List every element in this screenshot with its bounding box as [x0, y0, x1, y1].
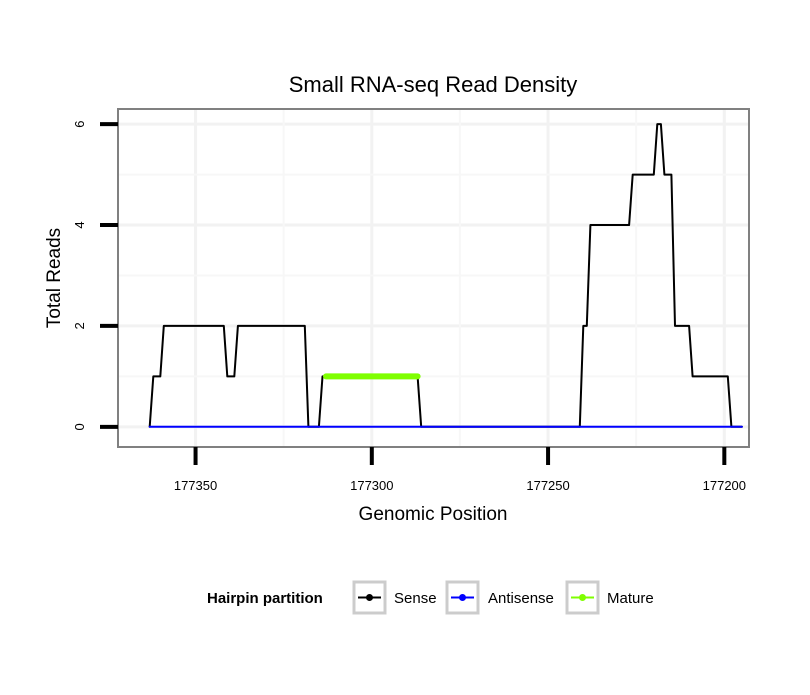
legend: Hairpin partition Sense Antisense Mature	[207, 580, 654, 615]
y-axis: 0 2 4 6	[72, 121, 118, 430]
legend-key-sense-point	[366, 594, 373, 601]
chart-title: Small RNA-seq Read Density	[289, 72, 578, 97]
y-tick-label: 6	[72, 121, 87, 128]
y-axis-label: Total Reads	[44, 228, 65, 328]
legend-label-sense: Sense	[394, 590, 437, 607]
x-tick-label: 177300	[350, 478, 393, 493]
plot-panel-border	[117, 108, 750, 448]
x-axis: 177350 177300 177250 177200	[174, 447, 746, 493]
legend-label-mature: Mature	[607, 590, 654, 607]
y-tick-label: 0	[72, 423, 87, 430]
y-tick-label: 4	[72, 221, 87, 228]
legend-title: Hairpin partition	[207, 590, 323, 607]
y-tick-label: 2	[72, 322, 87, 329]
legend-key-mature-point	[579, 594, 586, 601]
x-tick-label: 177200	[703, 478, 746, 493]
x-axis-label: Genomic Position	[359, 504, 508, 525]
legend-key-antisense-point	[459, 594, 466, 601]
series-layer	[148, 123, 743, 428]
legend-label-antisense: Antisense	[488, 590, 554, 607]
x-tick-label: 177350	[174, 478, 217, 493]
legend-entries: Sense Antisense Mature	[352, 580, 654, 615]
x-tick-label: 177250	[526, 478, 569, 493]
series-sense-line	[148, 123, 743, 428]
